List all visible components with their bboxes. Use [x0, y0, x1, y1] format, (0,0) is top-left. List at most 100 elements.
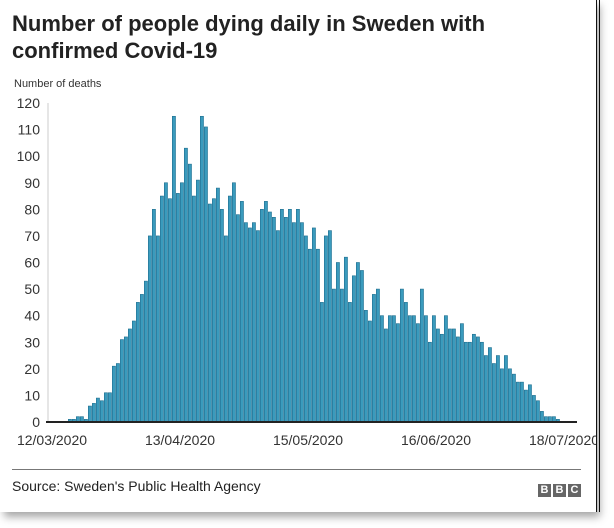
bar: [319, 302, 324, 423]
bar: [391, 315, 396, 423]
bar: [443, 315, 448, 423]
bar: [419, 288, 424, 423]
bar: [427, 341, 432, 423]
bar: [291, 222, 296, 423]
bar: [212, 198, 216, 423]
bar: [535, 400, 540, 423]
bar: [363, 310, 368, 423]
bar: [232, 182, 236, 423]
bar: [407, 315, 412, 423]
bar: [299, 222, 304, 423]
bar: [248, 227, 252, 423]
bar: [479, 341, 484, 423]
source-note: Source: Sweden's Public Health Agency: [12, 478, 261, 494]
y-tick-label: 30: [24, 334, 40, 350]
bar: [367, 320, 372, 423]
bar: [359, 270, 364, 423]
bar: [399, 288, 404, 423]
y-tick-label: 70: [24, 228, 40, 244]
y-tick-label: 50: [24, 281, 40, 297]
y-tick-label: 120: [17, 95, 41, 111]
bar: [168, 198, 172, 423]
y-tick-label: 80: [24, 201, 40, 217]
bar: [531, 395, 536, 423]
y-tick-label: 10: [24, 387, 40, 403]
bar: [487, 347, 492, 423]
x-tick-label: 15/05/2020: [273, 432, 343, 448]
bar: [475, 336, 480, 423]
bar: [343, 256, 348, 423]
bar: [379, 315, 384, 423]
bar: [483, 355, 488, 423]
bbc-logo-letter: B: [538, 484, 551, 497]
bar: [104, 392, 108, 423]
bar: [271, 217, 276, 423]
bar: [339, 288, 344, 423]
y-tick-label: 40: [24, 308, 40, 324]
bar: [507, 368, 512, 423]
bar: [200, 115, 204, 423]
bar: [435, 328, 440, 423]
bar: [164, 182, 168, 423]
bar: [279, 209, 284, 423]
bar: [128, 328, 132, 423]
bar: [371, 294, 376, 423]
bar: [240, 201, 244, 423]
bar: [228, 195, 232, 423]
bar: [519, 381, 524, 423]
bar: [431, 315, 436, 423]
bar: [323, 235, 328, 423]
bar: [252, 222, 256, 423]
bar: [415, 323, 420, 423]
x-tick-label: 18/07/2020: [529, 432, 596, 448]
footer-divider: [12, 469, 581, 470]
bar: [411, 315, 416, 423]
y-tick-label: 20: [24, 361, 40, 377]
bar: [527, 384, 532, 423]
bar: [515, 381, 520, 423]
bar: [152, 209, 156, 423]
bbc-logo: B B C: [538, 484, 581, 497]
bar: [236, 214, 240, 423]
bar: [275, 230, 280, 423]
bar: [459, 323, 464, 423]
bar: [463, 341, 468, 423]
y-tick-label: 0: [32, 414, 40, 430]
bar: [208, 203, 212, 423]
bar: [387, 315, 392, 423]
bar: [395, 323, 400, 423]
bar: [124, 336, 128, 423]
bar-chart: 0 10 20 30 40 50 60 70 80 90 100 110 120 12/03/2020 13…: [17, 95, 596, 448]
bar: [383, 328, 388, 423]
bar: [188, 163, 192, 423]
bar: [331, 288, 336, 423]
bar: [267, 211, 272, 423]
bar: [451, 328, 456, 423]
bar: [144, 280, 148, 423]
bar: [471, 333, 476, 423]
bar: [96, 397, 100, 423]
bar: [196, 179, 200, 423]
bar: [172, 115, 176, 423]
bar: [491, 363, 496, 423]
x-tick-label: 16/06/2020: [401, 432, 471, 448]
y-tick-label: 90: [24, 175, 40, 191]
bar: [499, 368, 504, 423]
bar: [132, 320, 136, 423]
bbc-logo-letter: C: [568, 484, 581, 497]
bar: [335, 262, 340, 423]
bar: [244, 222, 248, 423]
bar: [287, 209, 292, 423]
bar: [140, 294, 144, 423]
bar: [315, 248, 320, 423]
bar: [112, 365, 116, 423]
chart-title: Number of people dying daily in Sweden w…: [12, 11, 486, 63]
bar: [88, 405, 92, 423]
bar: [347, 302, 352, 423]
y-tick-label: 60: [24, 255, 40, 271]
y-axis-label: Number of deaths: [14, 78, 102, 90]
bar: [495, 355, 500, 423]
bar: [447, 328, 452, 423]
bar: [375, 288, 380, 423]
bar: [311, 227, 316, 423]
